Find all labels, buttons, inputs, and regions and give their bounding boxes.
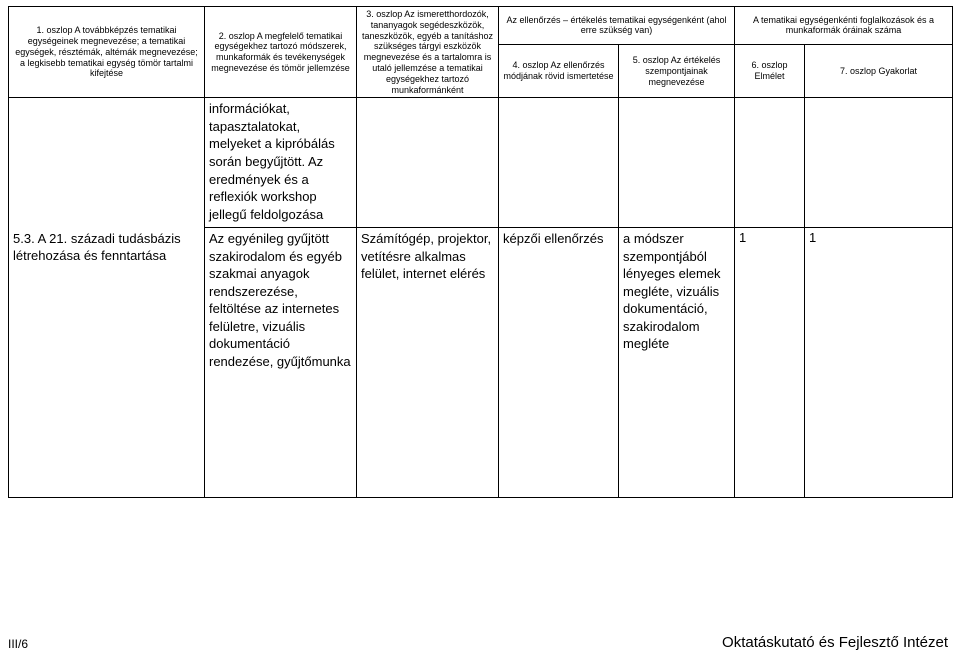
header-colgroup-assessment: Az ellenőrzés – értékelés tematikai egys… bbox=[499, 7, 735, 45]
footer-right-org: Oktatáskutató és Fejlesztő Intézet bbox=[722, 634, 948, 651]
cell-r2-c6: 1 bbox=[735, 228, 805, 498]
cell-r2-c1: 5.3. A 21. századi tudásbázis létrehozás… bbox=[9, 228, 205, 498]
cell-r1-c6 bbox=[735, 98, 805, 228]
cell-r2-c3: Számítógép, projektor, vetítésre alkalma… bbox=[357, 228, 499, 498]
header-colgroup-hours: A tematikai egységenkénti foglalkozások … bbox=[735, 7, 953, 45]
data-row-1: információkat, tapasztalatokat, melyeket… bbox=[9, 98, 953, 228]
cell-r1-c7 bbox=[805, 98, 953, 228]
header-col6: 6. oszlop Elmélet bbox=[735, 44, 805, 97]
footer-left-page: III/6 bbox=[8, 637, 28, 651]
header-row-1: 1. oszlop A továbbképzés tematikai egysé… bbox=[9, 7, 953, 45]
header-col4: 4. oszlop Az ellenőrzés módjának rövid i… bbox=[499, 44, 619, 97]
header-col3: 3. oszlop Az ismeretthordozók, tananyago… bbox=[357, 7, 499, 98]
cell-r1-c4 bbox=[499, 98, 619, 228]
cell-r2-c7: 1 bbox=[805, 228, 953, 498]
header-col2: 2. oszlop A megfelelő tematikai egységek… bbox=[205, 7, 357, 98]
cell-r2-c4: képzői ellenőrzés bbox=[499, 228, 619, 498]
header-col7: 7. oszlop Gyakorlat bbox=[805, 44, 953, 97]
main-table: 1. oszlop A továbbképzés tematikai egysé… bbox=[8, 6, 953, 498]
data-row-2: 5.3. A 21. századi tudásbázis létrehozás… bbox=[9, 228, 953, 498]
cell-r1-c1 bbox=[9, 98, 205, 228]
cell-r1-c2: információkat, tapasztalatokat, melyeket… bbox=[205, 98, 357, 228]
cell-r1-c5 bbox=[619, 98, 735, 228]
cell-r1-c3 bbox=[357, 98, 499, 228]
header-col5: 5. oszlop Az értékelés szempontjainak me… bbox=[619, 44, 735, 97]
cell-r2-c5: a módszer szempontjából lényeges elemek … bbox=[619, 228, 735, 498]
header-col1: 1. oszlop A továbbképzés tematikai egysé… bbox=[9, 7, 205, 98]
cell-r2-c2: Az egyénileg gyűjtött szakirodalom és eg… bbox=[205, 228, 357, 498]
